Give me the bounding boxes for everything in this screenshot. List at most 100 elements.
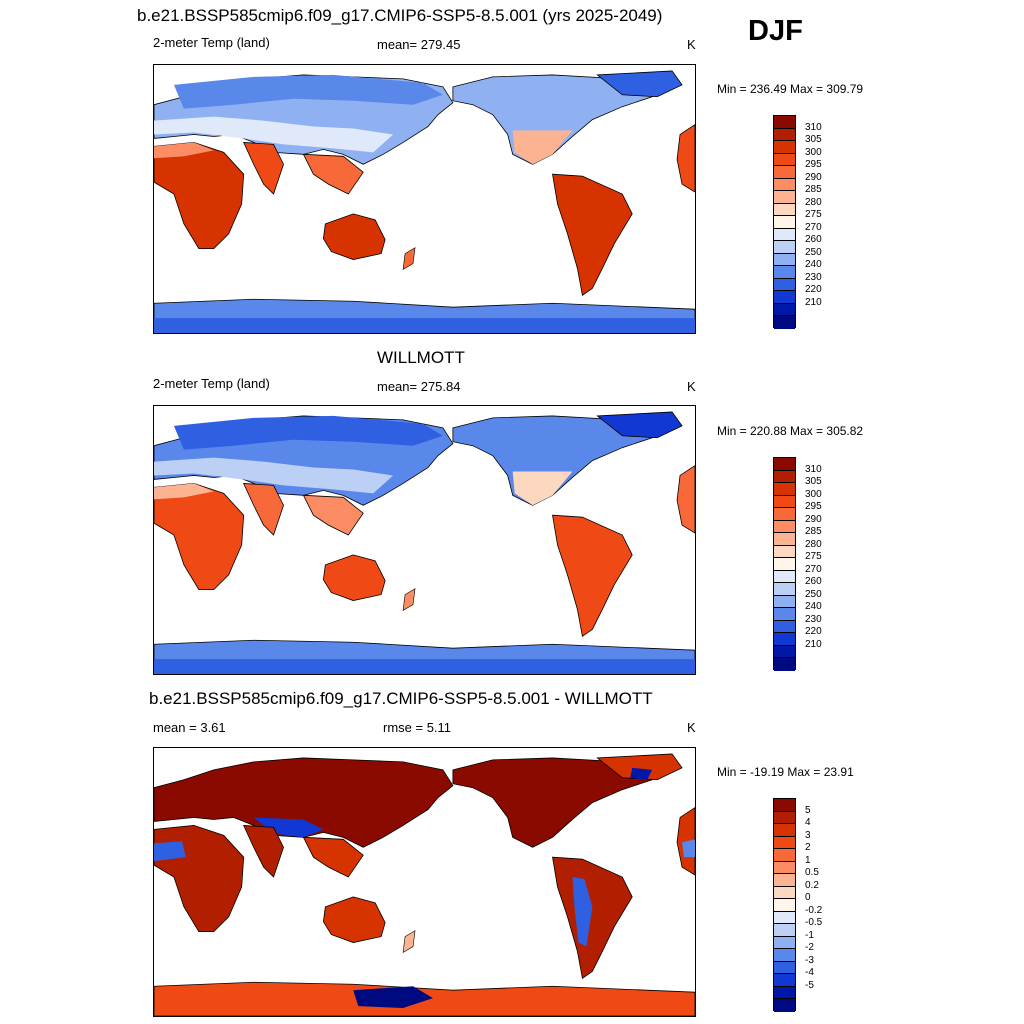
colorbar-tick-label: 285: [805, 184, 822, 196]
colorbar-tick-label: 2: [805, 842, 811, 854]
colorbar-tick-label: -2: [805, 942, 814, 954]
colorbar-swatch: [774, 620, 795, 634]
panel-2-map-svg: [154, 411, 695, 674]
colorbar-swatch: [774, 178, 795, 192]
panel-3-units-label: K: [687, 720, 696, 735]
panel-2-colorbar: [773, 457, 796, 671]
panel-2-minmax: Min = 220.88 Max = 305.82: [717, 424, 864, 438]
panel-3-colorbar: [773, 798, 796, 1012]
colorbar-swatch: [774, 608, 795, 621]
colorbar-swatch: [774, 533, 795, 546]
colorbar-tick-label: 240: [805, 601, 822, 613]
colorbar-swatch: [774, 558, 795, 571]
panel-1-mean-label: mean= 279.45: [377, 37, 461, 52]
colorbar-swatch: [774, 583, 795, 596]
colorbar-swatch: [774, 886, 795, 900]
colorbar-swatch: [774, 520, 795, 534]
colorbar-tick-label: 240: [805, 259, 822, 271]
colorbar-swatch: [774, 508, 795, 521]
colorbar-swatch: [774, 936, 795, 950]
colorbar-swatch: [774, 253, 795, 267]
colorbar-swatch: [774, 228, 795, 242]
colorbar-swatch: [774, 849, 795, 862]
colorbar-swatch: [774, 458, 795, 471]
colorbar-swatch: [774, 316, 795, 329]
colorbar-tick-label: 280: [805, 196, 822, 208]
colorbar-swatch: [774, 483, 795, 496]
panel-3-rmse-label: rmse = 5.11: [383, 720, 452, 735]
colorbar-swatch: [774, 986, 795, 1000]
colorbar-tick-label: 270: [805, 221, 822, 233]
colorbar-swatch: [774, 191, 795, 204]
panel-2-map: [153, 405, 696, 675]
colorbar-swatch: [774, 278, 795, 292]
colorbar-tick-label: 250: [805, 246, 822, 258]
colorbar-swatch: [774, 291, 795, 304]
colorbar-tick-label: 285: [805, 526, 822, 538]
panel-3-title: b.e21.BSSP585cmip6.f09_g17.CMIP6-SSP5-8.…: [149, 689, 653, 708]
colorbar-tick-label: -3: [805, 954, 814, 966]
colorbar-swatch: [774, 545, 795, 559]
colorbar-tick-label: 1: [805, 854, 811, 866]
panel-3-map-svg: [154, 753, 695, 1016]
colorbar-tick-label: 4: [805, 817, 811, 829]
colorbar-tick-label: 220: [805, 284, 822, 296]
colorbar-swatch: [774, 824, 795, 837]
colorbar-swatch: [774, 166, 795, 179]
panel-3-minmax: Min = -19.19 Max = 23.91: [717, 765, 854, 779]
season-label: DJF: [748, 15, 803, 47]
colorbar-swatch: [774, 924, 795, 937]
colorbar-swatch: [774, 911, 795, 925]
panel-2-mean-label: mean= 275.84: [377, 379, 461, 394]
panel-1-map-svg: [154, 70, 695, 333]
colorbar-tick-label: 305: [805, 134, 822, 146]
colorbar-tick-label: -4: [805, 967, 814, 979]
colorbar-tick-label: -0.5: [805, 917, 823, 929]
colorbar-tick-label: -1: [805, 929, 814, 941]
panel-1-variable-label: 2-meter Temp (land): [153, 35, 270, 50]
panel-1-minmax: Min = 236.49 Max = 309.79: [717, 82, 864, 96]
colorbar-tick-label: 0.2: [805, 879, 819, 891]
colorbar-tick-label: 275: [805, 209, 822, 221]
colorbar-swatch: [774, 811, 795, 825]
colorbar-tick-label: 210: [805, 296, 822, 308]
colorbar-tick-label: 260: [805, 234, 822, 246]
colorbar-tick-label: 260: [805, 576, 822, 588]
colorbar-tick-label: 295: [805, 159, 822, 171]
colorbar-swatch: [774, 861, 795, 875]
colorbar-swatch: [774, 645, 795, 659]
colorbar-swatch: [774, 495, 795, 509]
panel-2-variable-label: 2-meter Temp (land): [153, 376, 270, 391]
colorbar-tick-label: 0.5: [805, 867, 819, 879]
colorbar-tick-label: 295: [805, 501, 822, 513]
colorbar-swatch: [774, 658, 795, 671]
panel-2-title: WILLMOTT: [377, 348, 465, 367]
panel-2-units-label: K: [687, 379, 696, 394]
colorbar-swatch: [774, 203, 795, 217]
panel-1-colorbar: [773, 115, 796, 329]
colorbar-tick-label: 300: [805, 488, 822, 500]
colorbar-tick-label: 290: [805, 513, 822, 525]
colorbar-tick-label: 290: [805, 171, 822, 183]
colorbar-swatch: [774, 874, 795, 887]
colorbar-swatch: [774, 241, 795, 254]
colorbar-tick-label: 310: [805, 121, 822, 133]
colorbar-swatch: [774, 141, 795, 154]
colorbar-swatch: [774, 116, 795, 129]
colorbar-tick-label: 5: [805, 804, 811, 816]
panel-1-units-label: K: [687, 37, 696, 52]
colorbar-swatch: [774, 470, 795, 484]
colorbar-tick-label: 210: [805, 638, 822, 650]
colorbar-swatch: [774, 153, 795, 167]
colorbar-swatch: [774, 961, 795, 975]
colorbar-tick-label: 3: [805, 829, 811, 841]
colorbar-tick-label: 310: [805, 463, 822, 475]
colorbar-swatch: [774, 595, 795, 609]
colorbar-tick-label: 300: [805, 146, 822, 158]
colorbar-tick-label: 250: [805, 588, 822, 600]
colorbar-tick-label: 230: [805, 271, 822, 283]
colorbar-tick-label: 270: [805, 563, 822, 575]
colorbar-tick-label: 280: [805, 538, 822, 550]
colorbar-tick-label: 230: [805, 613, 822, 625]
colorbar-swatch: [774, 266, 795, 279]
